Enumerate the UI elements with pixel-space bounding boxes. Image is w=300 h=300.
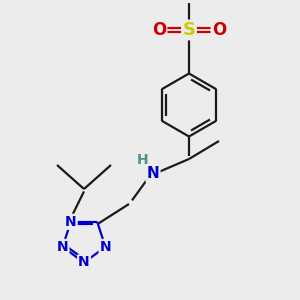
Text: N: N [100,240,111,254]
Text: H: H [137,154,148,167]
Text: N: N [78,256,90,269]
Text: O: O [152,21,166,39]
Text: N: N [65,215,76,229]
Text: S: S [182,21,196,39]
Text: N: N [57,240,68,254]
Text: N: N [147,167,159,182]
Text: O: O [212,21,226,39]
